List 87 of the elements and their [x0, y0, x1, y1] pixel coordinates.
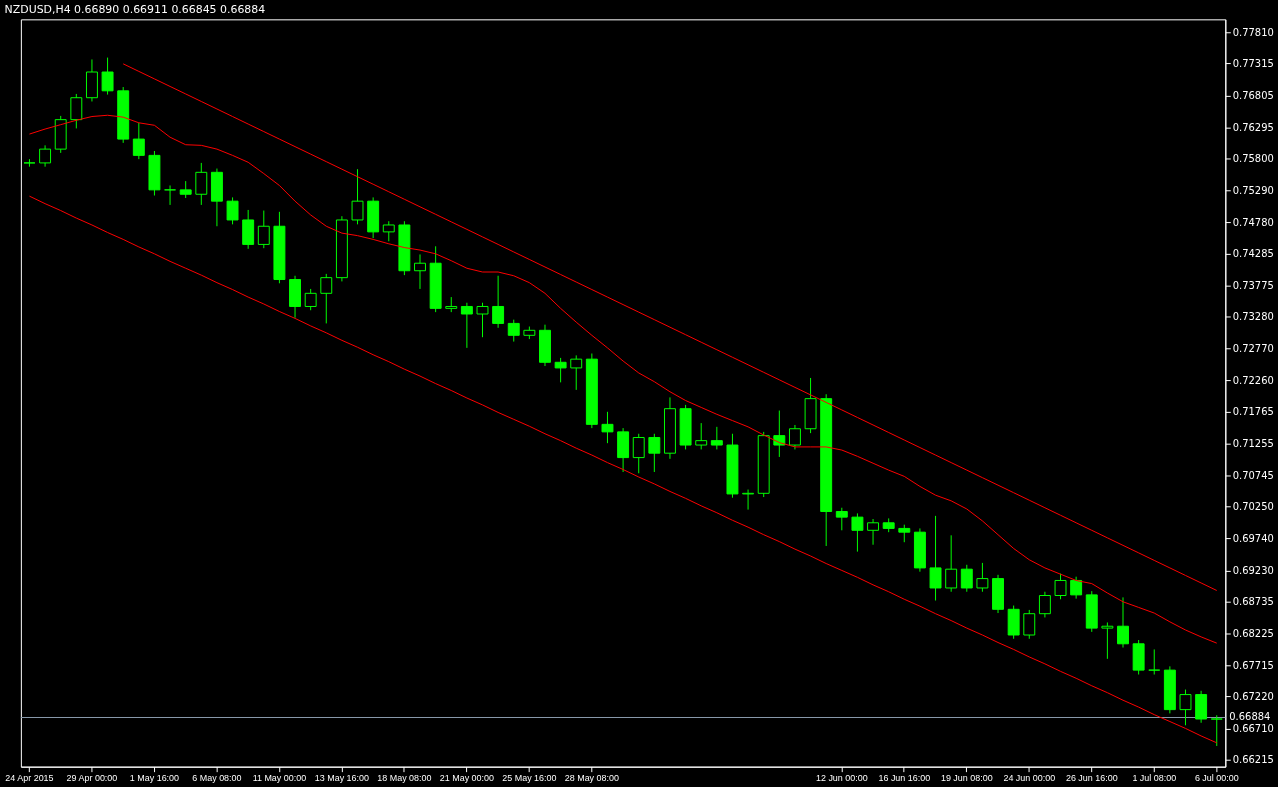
y-tick-label: 0.69740 — [1232, 532, 1274, 544]
line-series — [122, 63, 1218, 591]
x-tick-label: 6 May 08:00 — [192, 773, 242, 784]
y-tick-label: 0.74285 — [1232, 247, 1274, 259]
y-tick-label: 0.68225 — [1232, 627, 1274, 639]
x-tick-label: 25 May 16:00 — [502, 773, 557, 784]
x-tick-label: 1 Jul 08:00 — [1132, 773, 1177, 784]
y-tick-label: 0.71765 — [1232, 405, 1274, 417]
y-tick-label: 0.76295 — [1232, 121, 1274, 133]
y-tick-label: 0.69230 — [1232, 564, 1274, 576]
y-tick-label: 0.70745 — [1232, 469, 1274, 481]
candlestick — [929, 515, 942, 602]
candlestick — [320, 273, 333, 324]
y-tick-label: 0.73280 — [1232, 310, 1274, 322]
x-tick-label: 26 Jun 16:00 — [1065, 773, 1118, 784]
y-tick-label: 0.75800 — [1232, 153, 1274, 164]
candlestick — [492, 275, 505, 329]
x-tick-label: 1 May 16:00 — [129, 773, 180, 784]
x-tick-label: 13 May 16:00 — [314, 773, 369, 784]
candlestick — [226, 196, 239, 225]
candlestick — [414, 253, 426, 290]
candlestick — [788, 424, 801, 450]
candlestick — [1179, 689, 1192, 726]
candlestick — [460, 302, 473, 349]
x-tick-label: 21 May 00:00 — [439, 773, 494, 784]
candlestick — [851, 512, 864, 553]
candlestick — [554, 357, 567, 383]
y-tick-label: 0.67715 — [1232, 659, 1274, 671]
candlestick — [1038, 591, 1051, 618]
x-tick-label: 28 May 08:00 — [564, 773, 619, 784]
candlestick — [1070, 576, 1083, 600]
candlestick — [867, 518, 880, 546]
candlestick — [976, 562, 989, 593]
y-tick-label: 0.72260 — [1232, 374, 1274, 386]
y-tick-label: 0.70250 — [1232, 500, 1274, 512]
ref-line-label: 0.66884 — [1229, 711, 1271, 723]
x-tick-label: 16 Jun 16:00 — [878, 773, 931, 784]
y-tick-label: 0.66215 — [1232, 753, 1274, 765]
candlestick — [835, 507, 848, 531]
candlestick — [507, 319, 520, 343]
candlestick — [945, 534, 958, 593]
candlestick — [382, 220, 395, 242]
x-tick-label: 24 Jun 00:00 — [1003, 773, 1056, 784]
candlestick — [1023, 609, 1036, 640]
x-tick-label: 6 Jul 00:00 — [1194, 773, 1239, 784]
candlestick — [710, 426, 723, 450]
x-tick-label: 12 Jun 00:00 — [815, 773, 868, 784]
candlestick — [570, 354, 583, 391]
line-series — [28, 195, 1218, 744]
candlestick — [632, 433, 645, 474]
candlestick — [39, 144, 52, 168]
x-tick-label: 19 Jun 08:00 — [940, 773, 993, 784]
candlestick — [742, 489, 755, 511]
y-tick-label: 0.76805 — [1232, 89, 1274, 101]
y-tick-label: 0.68735 — [1232, 595, 1274, 607]
candlestick — [195, 162, 208, 206]
candlestick — [1117, 596, 1129, 649]
candlestick — [101, 57, 114, 96]
candlestick — [1210, 714, 1223, 747]
candlestick — [1101, 621, 1114, 660]
y-tick-label: 0.66710 — [1232, 722, 1274, 734]
y-tick-label: 0.73775 — [1232, 279, 1274, 291]
candlestick — [70, 93, 83, 129]
candlestick — [960, 564, 973, 593]
x-tick-label: 29 Apr 00:00 — [66, 773, 118, 784]
x-tick-label: 11 May 00:00 — [252, 773, 307, 784]
y-tick-label: 0.71255 — [1232, 437, 1274, 449]
candlestick — [601, 411, 614, 444]
x-tick-label: 24 Apr 2015 — [5, 773, 54, 784]
candlestick — [304, 288, 317, 311]
y-tick-label: 0.77810 — [1232, 26, 1274, 38]
candlestick — [476, 302, 489, 338]
y-tick-label: 0.75290 — [1232, 184, 1274, 196]
chart-title: NZDUSD,H4 0.66890 0.66911 0.66845 0.66884 — [4, 3, 266, 17]
candlestick — [648, 433, 661, 473]
y-tick-label: 0.77315 — [1232, 58, 1274, 70]
y-tick-label: 0.74780 — [1232, 216, 1274, 228]
candlestick — [257, 210, 270, 249]
x-tick-label: 18 May 08:00 — [377, 773, 432, 784]
y-tick-label: 0.72770 — [1232, 342, 1274, 354]
candlestick — [132, 122, 145, 160]
candlestick — [1054, 573, 1067, 600]
candlestick — [351, 168, 364, 225]
candlestick — [695, 422, 708, 450]
y-tick-label: 0.67220 — [1232, 690, 1274, 702]
candlestick — [1148, 648, 1161, 675]
candlestick — [164, 184, 177, 206]
